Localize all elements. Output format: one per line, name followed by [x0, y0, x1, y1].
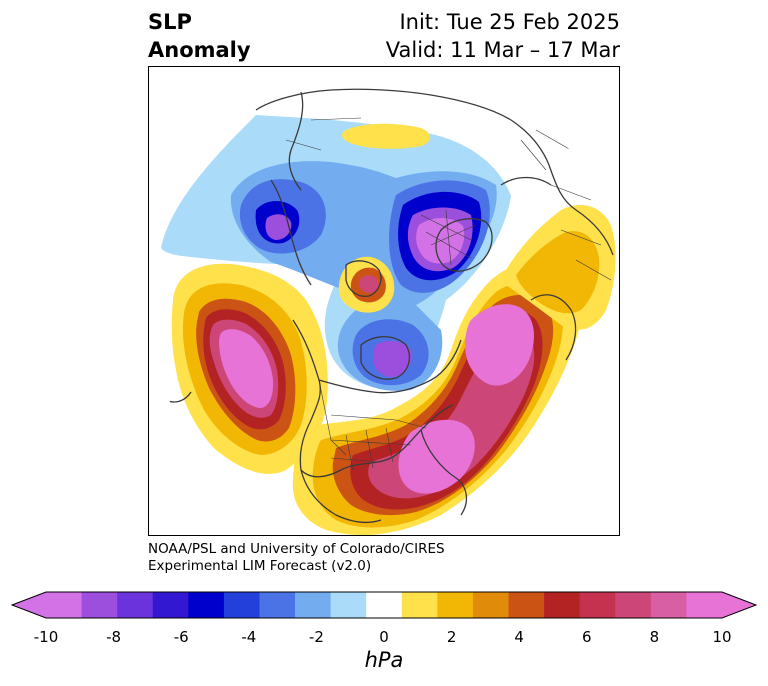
- colorbar-cell: [117, 592, 154, 618]
- colorbar-cell: [366, 592, 403, 618]
- colorbar-cell: [223, 592, 260, 618]
- colorbar-cell: [472, 592, 510, 618]
- negative-anomaly-pacific-arctic: [161, 115, 511, 391]
- colorbar-tick-label: 0: [379, 628, 389, 646]
- positive-anomaly-north-pacific: [171, 263, 328, 474]
- political-borders: [285, 117, 612, 471]
- colorbar-cell: [544, 592, 581, 618]
- colorbar-cell: [46, 592, 83, 618]
- map-title: SLP Anomaly: [148, 8, 251, 64]
- map-dates: Init: Tue 25 Feb 2025 Valid: 11 Mar – 17…: [386, 8, 620, 64]
- title-slp: SLP: [148, 10, 192, 34]
- colorbar-cell: [295, 592, 332, 618]
- credit-line-1: NOAA/PSL and University of Colorado/CIRE…: [148, 541, 445, 557]
- anomaly-map: [149, 67, 619, 535]
- init-date: Init: Tue 25 Feb 2025: [399, 10, 620, 34]
- colorbar-tick-label: -2: [308, 628, 324, 646]
- colorbar-cell: [437, 592, 474, 618]
- colorbar-cell: [259, 592, 296, 618]
- colorbar-tick-label: 8: [649, 628, 660, 646]
- colorbar-tick-label: -4: [241, 628, 257, 646]
- colorbar-tick-label: -10: [33, 628, 59, 646]
- colorbar-tick-label: -8: [106, 628, 122, 646]
- colorbar-cell: [330, 592, 367, 618]
- colorbar: [10, 591, 758, 619]
- colorbar-cell: [579, 592, 616, 618]
- colorbar-cell: [615, 592, 652, 618]
- colorbar-tick-label: -6: [173, 628, 189, 646]
- positive-anomaly-atlantic-east-america: [292, 260, 581, 535]
- colorbar-cell: [508, 592, 545, 618]
- colorbar-tick-label: 10: [712, 628, 732, 646]
- positive-anomaly-siberia-arctic: [341, 123, 430, 149]
- colorbar-cell: [401, 592, 438, 618]
- colorbar-tick-label: 6: [582, 628, 592, 646]
- colorbar-cell: [686, 592, 723, 618]
- colorbar-unit: hPa: [364, 648, 404, 672]
- positive-anomaly-near-pole: [338, 256, 395, 313]
- title-anomaly: Anomaly: [148, 38, 251, 62]
- colorbar-cell: [81, 592, 118, 618]
- credit-line-2: Experimental LIM Forecast (v2.0): [148, 558, 372, 574]
- colorbar-cell: [152, 592, 189, 618]
- colorbar-max-extend: [722, 592, 756, 618]
- colorbar-cell: [188, 592, 225, 618]
- colorbar-min-extend: [12, 592, 46, 618]
- map-panel: [148, 66, 620, 536]
- valid-range: Valid: 11 Mar – 17 Mar: [385, 38, 620, 62]
- colorbar-cell: [650, 592, 687, 618]
- credit-text: NOAA/PSL and University of Colorado/CIRE…: [148, 541, 445, 575]
- colorbar-tick-label: 2: [446, 628, 457, 646]
- colorbar-tick-label: 4: [514, 628, 524, 646]
